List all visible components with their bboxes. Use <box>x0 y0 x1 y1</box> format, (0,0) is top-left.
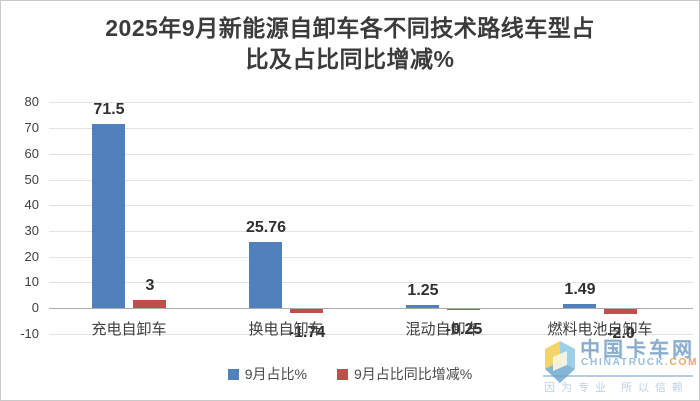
gridline <box>49 282 693 283</box>
zero-gridline <box>49 308 693 309</box>
category-label: 换电自卸车 <box>248 321 324 338</box>
gridline <box>49 154 693 155</box>
y-axis-tick-label: 60 <box>24 146 39 161</box>
legend-item: 9月占比同比增减% <box>337 364 472 384</box>
category-label: 混动自卸车 <box>405 321 481 338</box>
y-axis-tick-label: 30 <box>24 223 39 238</box>
y-axis-tick-label: 0 <box>31 300 39 315</box>
y-axis-tick-label: 10 <box>24 274 39 289</box>
chart-title: 2025年9月新能源自卸车各不同技术路线车型占 比及占比同比增减% <box>1 13 699 75</box>
y-axis-tick-label: -10 <box>20 326 39 341</box>
chart-title-line2: 比及占比同比增减% <box>245 46 455 72</box>
gridline <box>49 102 693 103</box>
category-label: 燃料电池自卸车 <box>547 321 653 338</box>
legend-label: 9月占比% <box>244 366 307 382</box>
bar <box>92 124 125 308</box>
y-axis-tick-label: 80 <box>24 94 39 109</box>
bar-value-label: 3 <box>145 277 155 294</box>
y-axis-tick-label: 70 <box>24 120 39 135</box>
gridline <box>49 205 693 206</box>
legend-item: 9月占比% <box>227 364 307 384</box>
bar <box>447 309 480 310</box>
y-axis-tick-label: 20 <box>24 249 39 264</box>
bar-value-label: 71.5 <box>93 101 125 118</box>
gridline <box>49 180 693 181</box>
category-label: 充电自卸车 <box>91 321 167 338</box>
gridline <box>49 231 693 232</box>
bar-value-label: -0.25 <box>445 321 483 338</box>
gridline <box>49 257 693 258</box>
bar-value-label: -1.74 <box>288 324 326 341</box>
bar-value-label: 1.25 <box>407 282 439 299</box>
gridline <box>49 128 693 129</box>
bar-value-label: 1.49 <box>564 281 596 298</box>
bar-value-label: -2.0 <box>607 325 635 342</box>
bar <box>290 309 323 313</box>
gridline <box>49 334 693 335</box>
y-axis-tick-label: 50 <box>24 172 39 187</box>
legend: 9月占比% 9月占比同比增减% <box>1 364 699 384</box>
bar <box>133 300 166 308</box>
legend-swatch <box>337 368 348 380</box>
chart-title-line1: 2025年9月新能源自卸车各不同技术路线车型占 <box>105 15 595 41</box>
y-axis-tick-label: 40 <box>24 197 39 212</box>
bar <box>249 242 282 308</box>
bar <box>604 309 637 314</box>
bar <box>563 304 596 308</box>
legend-label: 9月占比同比增减% <box>354 366 473 382</box>
bar <box>406 305 439 308</box>
legend-swatch <box>227 368 239 380</box>
bar-value-label: 25.76 <box>245 219 287 236</box>
